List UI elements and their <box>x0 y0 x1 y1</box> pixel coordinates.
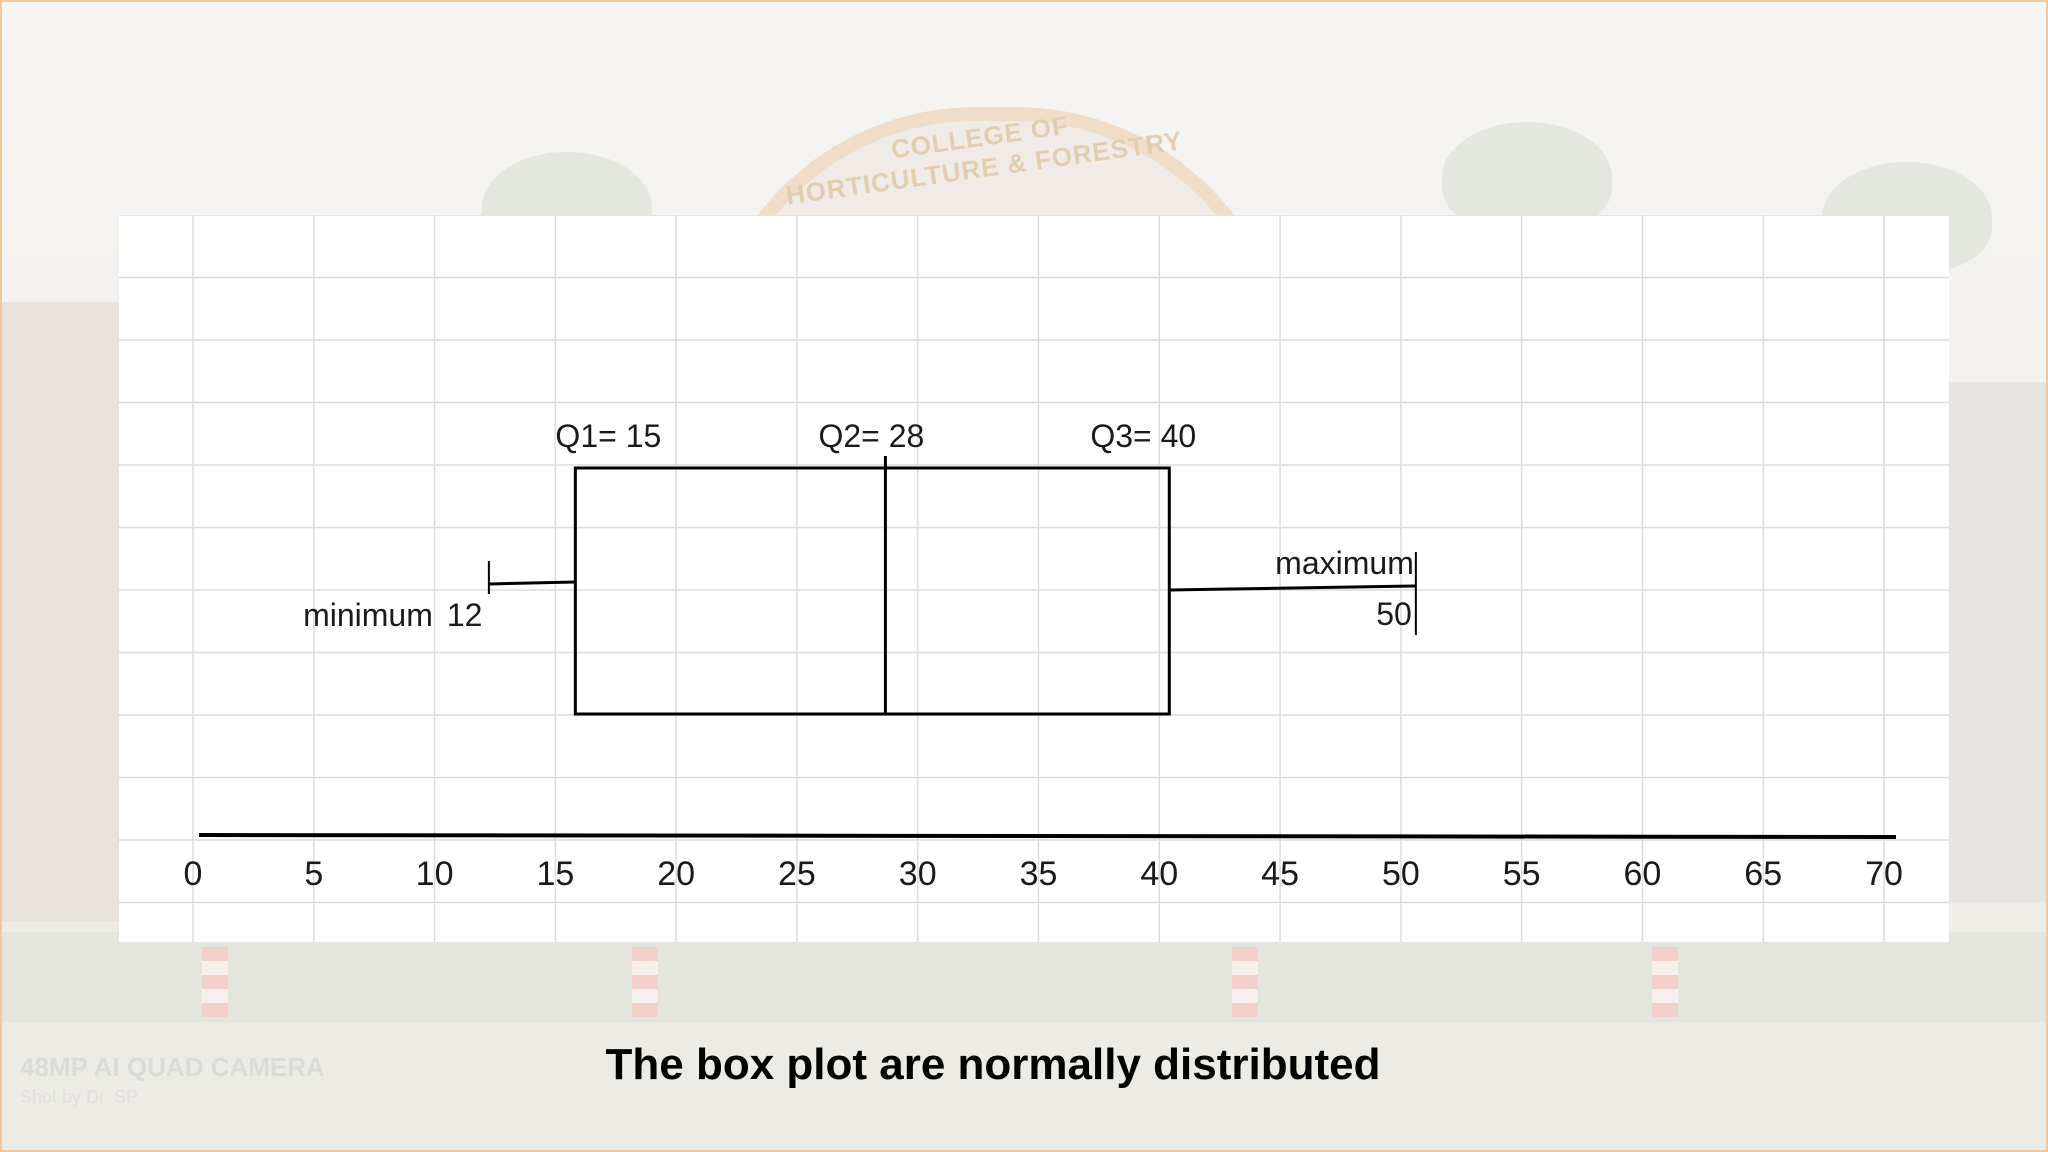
x-tick-label: 35 <box>1020 855 1058 893</box>
whisker-max <box>1169 584 1416 592</box>
whisker-min <box>488 580 576 586</box>
q1-label: Q1= 15 <box>555 418 661 454</box>
x-tick-label: 45 <box>1261 855 1299 893</box>
background-building-left <box>2 302 132 922</box>
background-cone <box>632 947 658 1017</box>
x-tick-label: 70 <box>1865 855 1903 893</box>
x-tick-label: 55 <box>1503 855 1541 893</box>
box-plot <box>487 456 1417 716</box>
maximum-label: maximum <box>1275 545 1414 581</box>
camera-watermark: 48MP AI QUAD CAMERA <box>20 1052 325 1082</box>
background-tree <box>1442 122 1612 232</box>
x-tick-label: 25 <box>778 855 816 893</box>
chart-panel: 0 5 10 15 20 25 30 35 40 45 50 55 60 65 70 Q1= 15 Q2= 2… <box>119 215 1949 942</box>
x-tick-label: 30 <box>899 855 937 893</box>
x-tick-label: 5 <box>304 855 323 893</box>
x-tick-label: 65 <box>1744 855 1782 893</box>
background-building-right <box>1936 382 2046 902</box>
x-tick-label: 10 <box>416 855 454 893</box>
x-tick-label: 60 <box>1624 855 1662 893</box>
x-tick-label: 20 <box>657 855 695 893</box>
x-axis: 0 5 10 15 20 25 30 35 40 45 50 55 60 65 70 <box>184 833 1903 893</box>
background-hedge <box>2 932 2046 1022</box>
x-tick-label: 50 <box>1382 855 1420 893</box>
q2-label: Q2= 28 <box>818 418 924 454</box>
slide-caption: The box plot are normally distributed <box>605 1040 1381 1089</box>
maximum-value: 50 <box>1376 596 1412 632</box>
camera-watermark-credit: Shot by Dr. SP <box>20 1087 139 1107</box>
background-cone <box>202 947 228 1017</box>
background-cone <box>1232 947 1258 1017</box>
box-rectangle <box>573 466 1171 716</box>
annotations: Q1= 15 Q2= 28 Q3= 40 minimum 12 maximum 50 <box>303 418 1414 633</box>
box-plot-chart: 0 5 10 15 20 25 30 35 40 45 50 55 60 65 70 Q1= 15 Q2= 2… <box>119 215 1949 942</box>
q3-label: Q3= 40 <box>1090 418 1196 454</box>
x-tick-label: 0 <box>184 855 203 893</box>
x-axis-line <box>198 833 1897 839</box>
x-tick-label: 40 <box>1140 855 1178 893</box>
x-tick-label: 15 <box>536 855 574 893</box>
background-cone <box>1652 947 1678 1017</box>
background-ground <box>2 1022 2046 1150</box>
minimum-value: 12 <box>447 597 483 633</box>
minimum-label: minimum <box>303 597 433 633</box>
grid <box>119 215 1949 942</box>
